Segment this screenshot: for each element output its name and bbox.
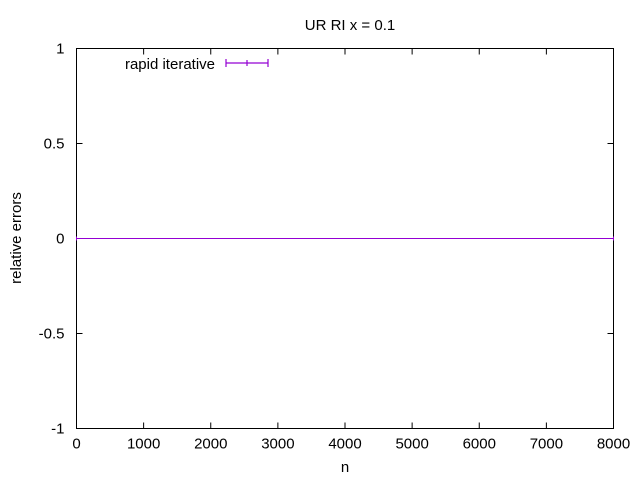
x-tick-label: 2000 (194, 436, 227, 453)
x-tick-label: 3000 (261, 436, 294, 453)
y-tick-label: 1 (56, 41, 64, 58)
y-tick-label: 0 (56, 231, 64, 248)
x-tick-label: 5000 (395, 436, 428, 453)
y-tick-labels: -1 -0.5 0 0.5 1 (39, 41, 65, 438)
series-layer (76, 236, 614, 241)
y-axis-label: relative errors (8, 192, 25, 284)
legend-errorbar-sample (225, 59, 269, 67)
legend: rapid iterative (125, 56, 269, 73)
y-tick-label: -0.5 (39, 326, 65, 343)
x-axis-label: n (341, 459, 349, 476)
x-tick-label: 8000 (597, 436, 630, 453)
x-tick-label: 0 (72, 436, 80, 453)
y-tick-label: -1 (51, 421, 64, 438)
x-tick-label: 7000 (530, 436, 563, 453)
x-tick-label: 1000 (127, 436, 160, 453)
legend-label: rapid iterative (125, 56, 215, 73)
x-tick-label: 6000 (463, 436, 496, 453)
x-tick-label: 4000 (328, 436, 361, 453)
chart-title: UR RI x = 0.1 (305, 17, 395, 34)
x-tick-labels: 0 1000 2000 3000 4000 5000 6000 7000 8000 (72, 436, 630, 453)
y-tick-label: 0.5 (44, 136, 65, 153)
